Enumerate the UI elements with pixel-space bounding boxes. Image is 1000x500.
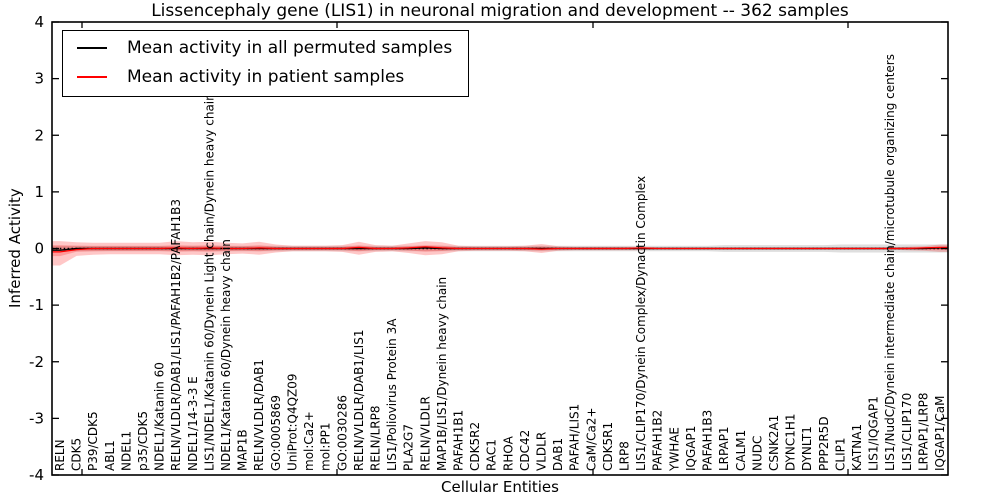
x-tick-label: VLDLR [535, 432, 549, 471]
x-tick-label: MAP1B [236, 429, 250, 471]
y-tick-label: 2 [34, 126, 44, 144]
x-tick-label: NUDC [750, 436, 764, 471]
x-tick-label: PLA2G7 [402, 424, 416, 471]
x-tick-label: ABL1 [103, 440, 117, 471]
x-tick-label: RELN/VLDLR/DAB1/LIS1 [352, 330, 366, 471]
x-tick-label: LIS1/CLIP170/Dynein Complex/Dynactin Com… [634, 176, 648, 471]
x-tick-label: PAFAH/LIS1 [568, 404, 582, 471]
x-tick-label: NDEL1 [119, 431, 133, 471]
x-tick-label: YWHAE [667, 427, 681, 472]
x-tick-label: CSNK2A1 [767, 415, 781, 471]
y-axis-label: Inferred Activity [6, 188, 24, 308]
legend-item-patient: Mean activity in patient samples [77, 67, 452, 87]
x-tick-label: CDC42 [518, 430, 532, 471]
x-tick-label: LRPAP1/LRP8 [916, 392, 930, 471]
x-tick-label: PPP2R5D [817, 416, 831, 471]
x-tick-label: CDK5 [70, 438, 84, 471]
patient-mean-line [52, 246, 948, 253]
legend-item-permuted: Mean activity in all permuted samples [77, 38, 452, 58]
legend: Mean activity in all permuted samples Me… [62, 30, 470, 97]
x-tick-label: LIS1/NDEL1/Katanin 60/Dynein Light chain… [202, 93, 216, 471]
patient-line-swatch [77, 76, 107, 78]
x-tick-label: GO:0005869 [269, 395, 283, 471]
x-tick-label: CDK5R2 [468, 422, 482, 471]
x-tick-label: RELN [53, 439, 67, 471]
x-tick-label: RELN/VLDLR/DAB1/LIS1/PAFAH1B2/PAFAH1B3 [169, 199, 183, 471]
y-tick-label: 0 [34, 240, 44, 258]
x-tick-label: GO:0030286 [335, 395, 349, 471]
x-tick-label: RAC1 [485, 439, 499, 471]
x-tick-label: RELN/VLDLR [418, 396, 432, 471]
x-tick-label: NDEL1/Katanin 60 [153, 362, 167, 471]
x-tick-label: LIS1/Poliovirus Protein 3A [385, 318, 399, 471]
x-tick-label: NDEL1/Katanin 60/Dynein heavy chain [219, 239, 233, 471]
y-tick-label: -1 [29, 296, 44, 314]
patient-band [52, 241, 948, 266]
x-tick-label: KATNA1 [850, 424, 864, 471]
x-tick-label: DAB1 [551, 438, 565, 471]
x-axis-label: Cellular Entities [441, 478, 559, 496]
x-tick-label: MAP1B/LIS1/Dynein heavy chain [435, 277, 449, 471]
y-tick-label: 3 [34, 70, 44, 88]
data-layer [52, 241, 948, 266]
x-tick-label: RHOA [501, 435, 515, 471]
legend-label-permuted: Mean activity in all permuted samples [127, 38, 453, 58]
y-tick-label: 4 [34, 13, 44, 31]
x-tick-label: P39/CDK5 [86, 411, 100, 471]
x-tick-label: mol:PP1 [319, 422, 333, 471]
x-tick-label: IQGAP1/CaM [933, 396, 947, 472]
x-tick-label: LIS1/CLIP170 [900, 393, 914, 471]
x-tick-label: IQGAP1 [684, 426, 698, 471]
x-tick-label: mol:Ca2+ [302, 411, 316, 471]
x-tick-label: p35/CDK5 [136, 411, 150, 471]
x-tick-label: PAFAH1B2 [651, 410, 665, 471]
permuted-line-swatch [77, 47, 107, 49]
chart-title: Lissencephaly gene (LIS1) in neuronal mi… [151, 1, 849, 21]
x-tick-label: CLIP1 [833, 438, 847, 471]
x-tick-label: PAFAH1B1 [452, 410, 466, 471]
x-tick-label: LRPAP1 [717, 426, 731, 471]
x-tick-label: CDK5R1 [601, 422, 615, 471]
x-tick-label: RELN/VLDLR/DAB1 [252, 359, 266, 471]
x-tick-label: RELN/LRP8 [369, 405, 383, 471]
x-tick-label: UniProt:Q4QZ09 [286, 373, 300, 471]
x-tick-label: PAFAH1B3 [701, 410, 715, 471]
x-tick-label: CALM1 [734, 430, 748, 471]
y-tick-label: -4 [29, 466, 44, 484]
x-tick-label: NDEL1/14-3-3 E [186, 376, 200, 471]
x-tick-label: DYNC1H1 [784, 413, 798, 471]
y-tick-label: 1 [34, 183, 44, 201]
y-tick-label: -3 [29, 409, 44, 427]
x-tick-label: LIS1/IQGAP1 [867, 396, 881, 471]
legend-label-patient: Mean activity in patient samples [127, 67, 405, 87]
x-tick-label: LIS1/NudC/Dynein intermediate chain/micr… [883, 54, 897, 471]
y-tick-label: -2 [29, 353, 44, 371]
x-tick-label: DYNLT1 [800, 426, 814, 471]
x-tick-label: CaM/Ca2+ [584, 407, 598, 471]
x-tick-label: LRP8 [618, 441, 632, 471]
